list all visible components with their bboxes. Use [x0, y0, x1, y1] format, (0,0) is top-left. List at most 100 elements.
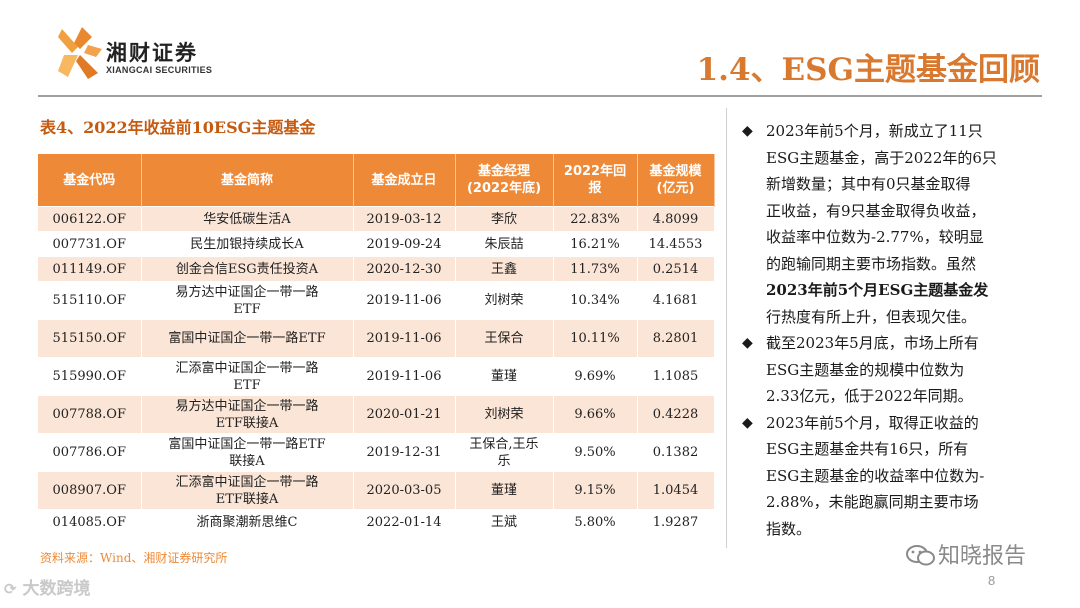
column-header-line: (亿元) [656, 181, 695, 196]
bullet-text: 收益率中位数为-2.77%，较明显 [766, 228, 984, 246]
page-title: 1.4、ESG主题基金回顾 [696, 52, 1040, 88]
fund-name-cell-line: 易方达中证国企一带一路 [175, 284, 319, 300]
fund-name-cell: 华安低碳生活A [141, 206, 354, 232]
column-divider [726, 108, 727, 548]
bullet-line: 截至2023年5月底，市场上所有 [766, 330, 1047, 357]
fund-name-cell-line: ETF联接A [215, 415, 279, 431]
fund-return-cell: 10.34% [553, 281, 638, 320]
fund-size-cell: 4.8099 [637, 206, 715, 232]
fund-code-cell: 011149.OF [38, 256, 142, 282]
bullet-text: 2.33亿元，低于2022年同期。 [766, 387, 973, 405]
fund-manager-cell-line: 刘树荣 [484, 293, 524, 308]
bullet-text: 行热度有所上升，但表现欠佳。 [766, 307, 977, 326]
table-row: 007788.OF 易方达中证国企一带一路 ETF联接A 2020-01-21 刘树荣 9… [38, 395, 715, 434]
fund-code-cell: 006122.OF [38, 206, 142, 232]
fund-manager-cell-line: 朱辰喆 [484, 236, 524, 252]
fund-manager-cell: 王鑫 [455, 256, 554, 282]
fund-name-cell-line: 富国中证国企一带一路ETF [168, 436, 326, 452]
fund-name-cell-line: 富国中证国企一带一路ETF [168, 331, 326, 346]
bullet-line: 2023年前5个月，新成立了11只 [766, 118, 1047, 145]
bullet-line: 新增数量；其中有0只基金取得 [766, 171, 1047, 198]
fund-return-cell: 10.11% [553, 319, 638, 358]
page-number: 8 [988, 573, 996, 588]
column-header-line: 2022年回 [563, 164, 627, 179]
fund-name-cell: 富国中证国企一带一路ETF 联接A [141, 433, 354, 472]
fund-name-cell: 汇添富中证国企一带一路 ETF [141, 357, 354, 396]
fund-manager-cell-line: 董瑾 [490, 483, 517, 498]
bullet-text: 的跑输同期主要市场指数。虽然 [766, 254, 977, 273]
fund-manager-cell: 王保合 [455, 319, 554, 358]
fund-name-cell-line: 华安低碳生活A [203, 211, 291, 227]
corner-watermark: ⟳ 大数跨境 [4, 574, 91, 599]
fund-code-cell: 515990.OF [38, 357, 142, 396]
fund-name-cell-line: ETF [233, 377, 261, 393]
xiangcai-logo-icon [58, 27, 102, 79]
diamond-bullet-icon: ◆ [742, 335, 753, 351]
fund-manager-cell-line: 董瑾 [490, 369, 517, 384]
fund-size-cell: 1.0454 [637, 471, 715, 510]
column-header-line: 基金经理 [477, 164, 530, 179]
fund-manager-cell-line: 王保合,王乐 [469, 436, 539, 452]
fund-name-cell-line: 民生加银持续成长A [190, 236, 304, 252]
fund-manager-cell-line: 李欣 [490, 211, 517, 227]
bullet-line: ESG主题基金，高于2022年的6只 [766, 145, 1047, 172]
fund-date-cell: 2019-11-06 [353, 281, 456, 320]
bullet-line: 正收益，有9只基金取得负收益， [766, 198, 1047, 225]
corner-watermark-text: 大数跨境 [22, 579, 91, 599]
fund-name-cell-line: 浙商聚潮新思维C [196, 514, 298, 530]
fund-size-cell: 14.4553 [637, 231, 715, 257]
bullet-text: ESG主题基金的收益率中位数为- [766, 466, 985, 485]
bullet-line: ESG主题基金共有16只，所有 [766, 436, 1047, 463]
fund-name-cell: 易方达中证国企一带一路 ETF联接A [141, 395, 354, 434]
bullet-line: 2.88%，未能跑赢同期主要市场 [766, 489, 1047, 516]
fund-code-cell: 014085.OF [38, 509, 142, 534]
fund-code-cell: 007731.OF [38, 231, 142, 257]
source-note: 资料来源：Wind、湘财证券研究所 [40, 551, 228, 565]
fund-name-cell: 民生加银持续成长A [141, 231, 354, 257]
fund-return-cell: 22.83% [553, 206, 638, 232]
fund-manager-cell: 王保合,王乐乐 [455, 433, 554, 472]
bullet-text: 新增数量；其中有0只基金取得 [766, 175, 971, 193]
fund-manager-cell: 刘树荣 [455, 281, 554, 320]
column-header-line: 基金简称 [220, 172, 273, 188]
fund-return-cell: 9.66% [553, 395, 638, 434]
fund-size-cell: 1.1085 [637, 357, 715, 396]
column-header-line: 基金代码 [63, 172, 116, 188]
fund-size-cell: 0.1382 [637, 433, 715, 472]
table-row: 007786.OF 富国中证国企一带一路ETF 联接A 2019-12-31 王保合,王… [38, 433, 715, 472]
column-header: 基金代码 [38, 154, 142, 207]
header-divider [38, 95, 1042, 97]
fund-code-cell: 515110.OF [38, 281, 142, 320]
column-header: 基金规模 (亿元) [637, 154, 715, 207]
bullet-text: 2.88%，未能跑赢同期主要市场 [766, 493, 979, 511]
fund-name-cell: 富国中证国企一带一路ETF [141, 319, 354, 358]
bullet-line: 收益率中位数为-2.77%，较明显 [766, 224, 1047, 251]
fund-date-cell: 2020-12-30 [353, 256, 456, 282]
fund-table: 基金代码 基金简称 基金成立日 基金经理 (2022年底) 2022年回报基金规模 (亿元)… [38, 154, 715, 534]
bullet-item: ◆ 2023年前5个月，新成立了11只 ESG主题基金，高于2022年的6只 新增数量… [742, 118, 1047, 330]
watermark-text: 知晓报告 [938, 544, 1027, 569]
fund-code-cell: 007788.OF [38, 395, 142, 434]
bullet-text: 指数。 [766, 519, 812, 538]
bullet-text: 正收益，有9只基金取得负收益， [766, 201, 986, 220]
fund-code-cell: 515150.OF [38, 319, 142, 358]
table-row: 515150.OF 富国中证国企一带一路ETF 2019-11-06 王保合 10.11… [38, 319, 715, 358]
column-header: 基金经理 (2022年底) [455, 154, 554, 207]
fund-name-cell-line: 创金合信ESG责任投资A [175, 261, 319, 277]
table-title: 表4、2022年收益前10ESG主题基金 [40, 118, 316, 137]
fund-return-cell: 9.15% [553, 471, 638, 510]
bullet-item: ◆ 2023年前5个月，取得正收益的 ESG主题基金共有16只，所有 ESG主题基金的… [742, 410, 1047, 543]
column-header: 基金成立日 [353, 154, 456, 207]
diamond-bullet-icon: ◆ [742, 414, 753, 431]
fund-date-cell: 2019-09-24 [353, 231, 456, 257]
column-header-line: (2022年底) [466, 181, 542, 196]
table-header-row: 基金代码 基金简称 基金成立日 基金经理 (2022年底) 2022年回报基金规模 (亿元) [38, 154, 715, 207]
fund-size-cell: 0.2514 [637, 256, 715, 282]
bullet-line: 指数。 [766, 516, 1047, 543]
bullet-line: 2023年前5个月，取得正收益的 [766, 410, 1047, 437]
fund-name-cell-line: ETF [233, 301, 261, 317]
fund-return-cell: 11.73% [553, 256, 638, 282]
bullet-text: 2023年前5个月，取得正收益的 [766, 413, 979, 432]
fund-name-cell-line: 联接A [229, 453, 265, 469]
fund-return-cell: 16.21% [553, 231, 638, 257]
